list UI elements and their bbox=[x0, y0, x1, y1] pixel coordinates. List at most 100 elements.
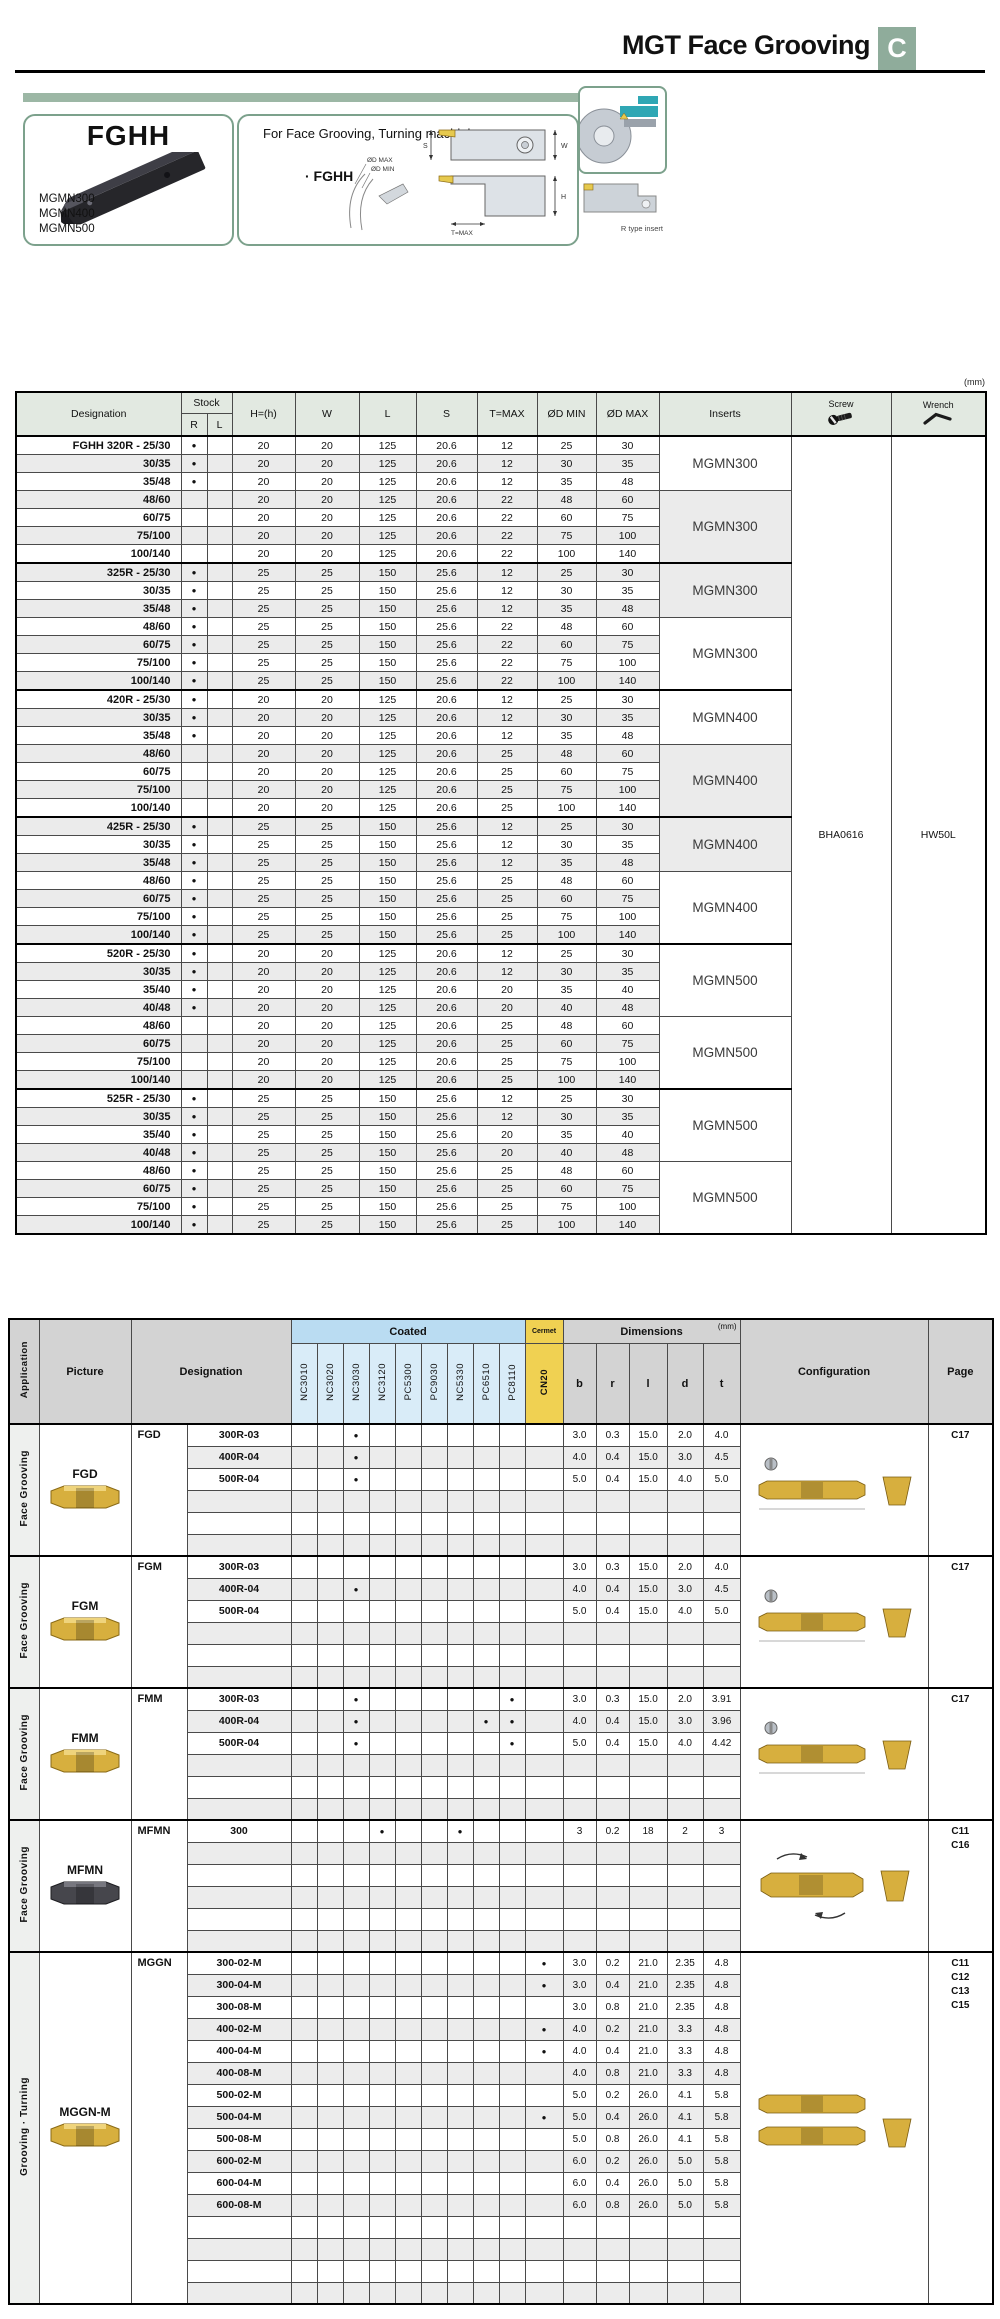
size-cell: 500-02-M bbox=[186, 2083, 292, 2107]
value-cell: 150 bbox=[358, 1143, 417, 1162]
stock-r-cell: ● bbox=[180, 962, 208, 981]
dim-value-cell bbox=[595, 1621, 630, 1645]
value-cell: 60 bbox=[536, 889, 597, 908]
configuration-drawing bbox=[758, 2094, 912, 2147]
size-cell bbox=[186, 1621, 292, 1645]
designation-cell: 30/35 bbox=[15, 962, 182, 981]
value-cell: 100 bbox=[536, 671, 597, 691]
grade-dot-cell bbox=[342, 1489, 370, 1513]
grade-dot-cell bbox=[316, 1555, 344, 1579]
grade-dot-cell: ● bbox=[524, 2105, 564, 2129]
grade-dot-cell bbox=[316, 1709, 344, 1733]
grade-dot-cell bbox=[394, 1489, 422, 1513]
grade-dot-cell bbox=[316, 1467, 344, 1491]
dim-value-cell: 5.0 bbox=[666, 2149, 704, 2173]
value-cell: 25 bbox=[294, 562, 360, 582]
value-cell: 100 bbox=[536, 1215, 597, 1235]
grade-dot-cell bbox=[342, 1929, 370, 1953]
value-cell: 150 bbox=[358, 581, 417, 600]
dim-value-cell: 2.35 bbox=[666, 1973, 704, 1997]
value-cell: 125 bbox=[358, 1052, 417, 1071]
page-cell: C17 bbox=[927, 1555, 994, 1689]
size-cell bbox=[186, 1665, 292, 1689]
value-cell: 20 bbox=[294, 1052, 360, 1071]
wrench-value-cell: HW50L bbox=[890, 435, 987, 1235]
grade-dot-cell bbox=[290, 1753, 318, 1777]
grade-dot-cell bbox=[498, 1973, 526, 1997]
value-cell: 20 bbox=[476, 980, 538, 999]
value-cell: 12 bbox=[476, 1107, 538, 1126]
page-ref: C13 bbox=[951, 1986, 970, 1997]
value-cell: 125 bbox=[358, 708, 417, 727]
grade-dot-cell bbox=[524, 2215, 564, 2239]
grade-dot-cell bbox=[316, 1599, 344, 1623]
value-cell: 125 bbox=[358, 762, 417, 781]
grade-dot-cell bbox=[290, 1995, 318, 2019]
col-stock-l: L bbox=[206, 413, 233, 437]
dim-value-cell: 4.0 bbox=[562, 2039, 597, 2063]
grade-dot-cell bbox=[498, 1885, 526, 1909]
dim-value-cell: 4.0 bbox=[562, 1577, 597, 1601]
dim-value-cell: 5.0 bbox=[562, 1731, 597, 1755]
stock-l-cell bbox=[206, 1052, 233, 1071]
value-cell: 48 bbox=[595, 1143, 660, 1162]
dim-value-cell bbox=[595, 1797, 630, 1821]
value-cell: 20.6 bbox=[415, 1016, 478, 1035]
grade-dot-cell bbox=[316, 2171, 344, 2195]
value-cell: 22 bbox=[476, 653, 538, 672]
designation-cell: 75/100 bbox=[15, 526, 182, 545]
size-cell: 300-08-M bbox=[186, 1995, 292, 2019]
value-cell: 140 bbox=[595, 544, 660, 564]
page-title: MGT Face Grooving bbox=[621, 30, 871, 60]
dim-value-cell bbox=[628, 1797, 668, 1821]
dim-value-cell: 4.5 bbox=[702, 1577, 741, 1601]
grade-dot-cell bbox=[472, 1731, 500, 1755]
dim-value-cell: 2 bbox=[666, 1819, 704, 1843]
grade-dot-cell bbox=[420, 1511, 448, 1535]
size-cell bbox=[186, 1797, 292, 1821]
grade-dot-cell bbox=[290, 2039, 318, 2063]
grade-dot-cell bbox=[342, 1907, 370, 1931]
insert-row: Grooving · Turning MGGN-M MGGN 300-02-M ● 3.0… bbox=[8, 1951, 994, 2305]
dim-value-cell: 4.8 bbox=[702, 2039, 741, 2063]
grade-dot-cell bbox=[316, 1907, 344, 1931]
value-cell: 25.6 bbox=[415, 617, 478, 636]
grade-dot-cell bbox=[472, 2017, 500, 2041]
insert-row bbox=[9, 2215, 993, 2239]
value-cell: 25 bbox=[536, 689, 597, 709]
dim-value-cell: 5.0 bbox=[562, 1467, 597, 1491]
unit-note: (mm) bbox=[964, 377, 985, 387]
product-name: FGHH bbox=[86, 120, 171, 151]
dim-value-cell: 4.0 bbox=[562, 2017, 597, 2041]
holder-row: 35/40 ● 20 20 125 20.6 20 35 40 bbox=[15, 980, 986, 999]
grade-dot-cell bbox=[316, 1621, 344, 1645]
holder-row: 75/100 20 20 125 20.6 25 75 100 bbox=[15, 1052, 986, 1071]
dim-value-cell: 5.0 bbox=[702, 1467, 741, 1491]
grade-dot-cell bbox=[342, 1621, 370, 1645]
holder-row: 48/60 20 20 125 20.6 25 48 60 MGMN400 bbox=[15, 744, 987, 818]
designation-cell: 35/48 bbox=[15, 599, 182, 618]
grade-dot-cell bbox=[290, 1621, 318, 1645]
dim-value-cell: 3.0 bbox=[562, 1555, 597, 1579]
insert-table: Application Picture Designation Coated C… bbox=[8, 1318, 995, 2305]
value-cell: 22 bbox=[476, 617, 538, 636]
dim-value-cell: 0.8 bbox=[595, 2127, 630, 2151]
dim-value-cell bbox=[562, 1511, 597, 1535]
value-cell: 75 bbox=[536, 1052, 597, 1071]
grade-dot-cell bbox=[342, 2171, 370, 2195]
stock-l-cell bbox=[206, 907, 233, 926]
value-cell: 75 bbox=[595, 508, 660, 527]
grade-dot-cell: ● bbox=[342, 1423, 370, 1447]
grade-dot-cell: ● bbox=[524, 1951, 564, 1975]
value-cell: 20.6 bbox=[415, 526, 478, 545]
grade-dot-cell bbox=[316, 2149, 344, 2173]
dim-value-cell: 5.8 bbox=[702, 2083, 741, 2107]
value-cell: 20 bbox=[231, 962, 296, 981]
insert-photo bbox=[50, 1485, 120, 1508]
insert-table-head: Application Picture Designation Coated C… bbox=[8, 1318, 994, 1425]
grade-dot-cell bbox=[316, 1687, 344, 1711]
grade-column-header: NC3030 bbox=[342, 1343, 370, 1425]
grade-dot-cell bbox=[342, 1511, 370, 1535]
dim-value-cell: 15.0 bbox=[628, 1445, 668, 1469]
dim-value-cell bbox=[562, 1907, 597, 1931]
